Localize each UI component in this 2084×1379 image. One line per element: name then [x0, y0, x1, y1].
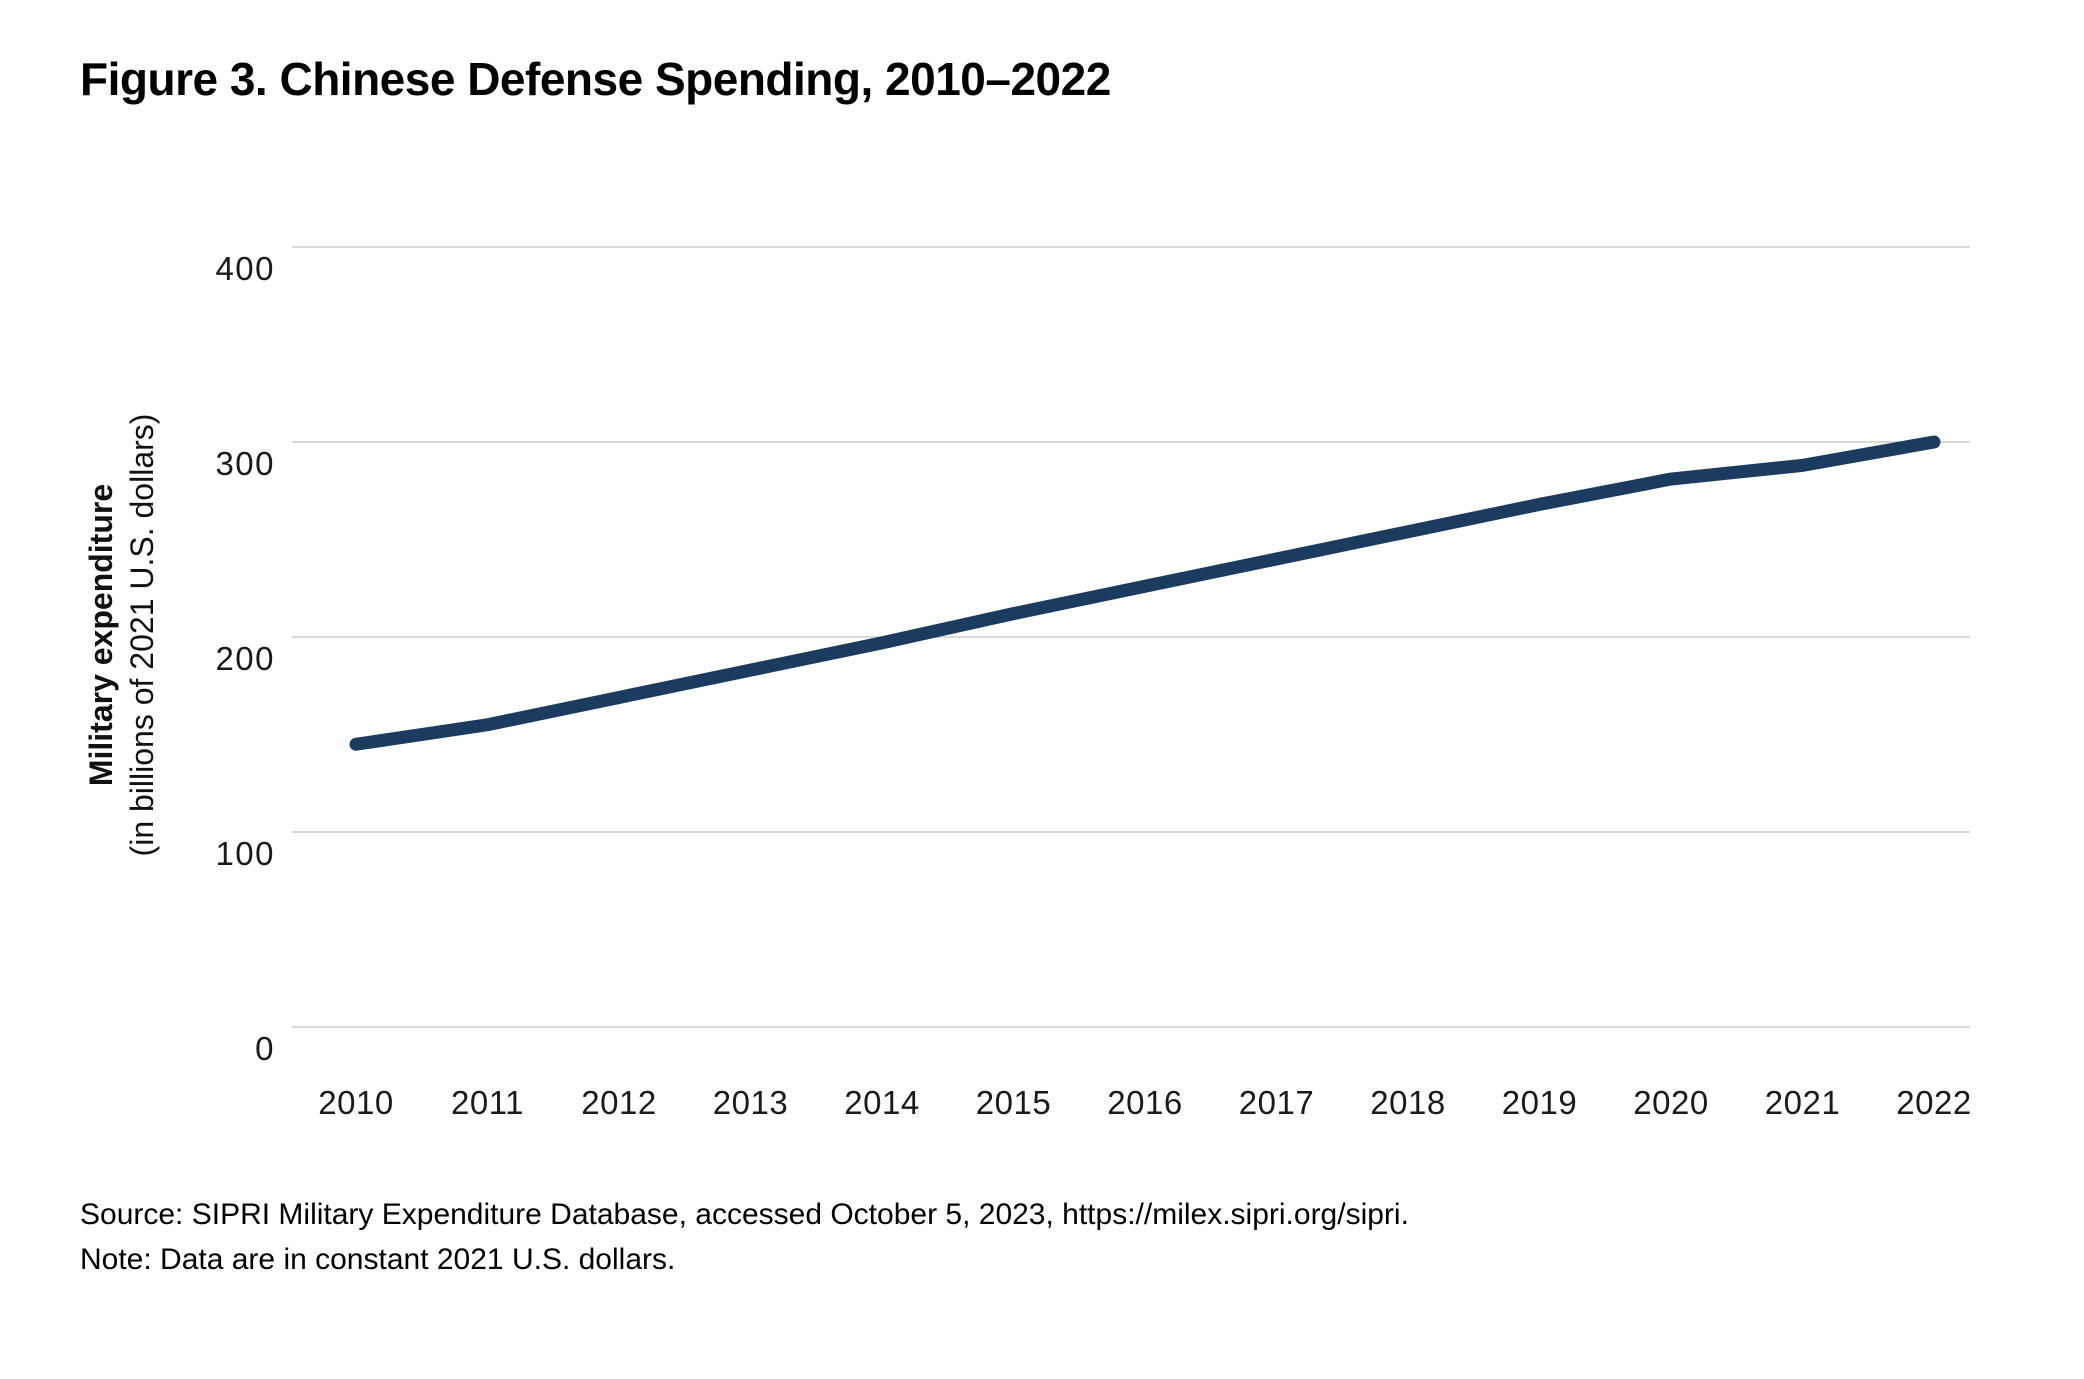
x-tick-label: 2020 — [1633, 1084, 1708, 1121]
x-tick-label: 2013 — [713, 1084, 788, 1121]
x-tick-label: 2018 — [1370, 1084, 1445, 1121]
x-tick-label: 2015 — [976, 1084, 1051, 1121]
y-tick-label: 400 — [215, 250, 275, 287]
x-tick-label: 2011 — [451, 1084, 524, 1121]
x-tick-label: 2017 — [1239, 1084, 1314, 1121]
x-tick-label: 2019 — [1502, 1084, 1577, 1121]
y-tick-label: 100 — [215, 835, 275, 872]
y-tick-label: 0 — [255, 1030, 275, 1067]
x-tick-label: 2014 — [844, 1084, 919, 1121]
x-tick-label: 2010 — [318, 1084, 393, 1121]
x-tick-label: 2012 — [581, 1084, 656, 1121]
x-tick-label: 2016 — [1107, 1084, 1182, 1121]
x-tick-label: 2021 — [1765, 1084, 1840, 1121]
x-tick-label: 2022 — [1896, 1084, 1971, 1121]
spending-line — [349, 435, 1941, 751]
data-note: Note: Data are in constant 2021 U.S. dol… — [80, 1243, 676, 1276]
figure-title: Figure 3. Chinese Defense Spending, 2010… — [80, 53, 1111, 105]
y-tick-label: 200 — [215, 640, 275, 677]
source-note: Source: SIPRI Military Expenditure Datab… — [80, 1198, 1409, 1231]
y-tick-label: 300 — [215, 445, 275, 482]
